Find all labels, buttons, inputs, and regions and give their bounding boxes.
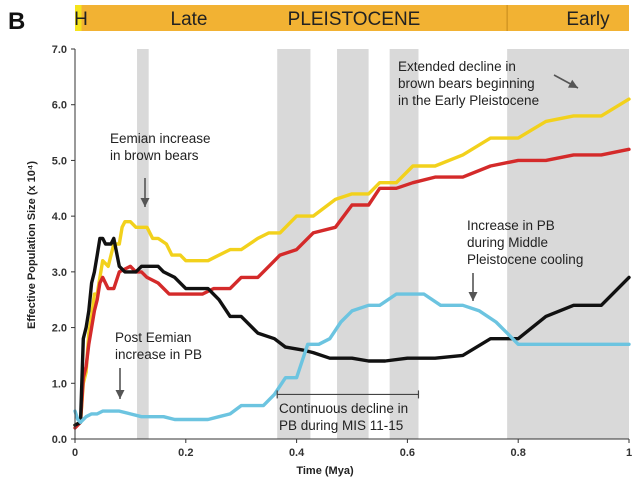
annotation-text: increase in PB [115,347,202,362]
y-tick-label: 4.0 [52,211,67,223]
x-tick-label: 1 [626,447,632,459]
annotation-arrow-head [140,198,150,207]
annotations: Extended decline in brown bears beginning… [110,59,583,433]
annotation-text: Post Eemian [115,330,192,345]
panel-label: B [8,8,25,35]
annotation-text: Continuous decline in [279,401,408,416]
series-line [73,97,631,427]
epoch-segment [507,5,629,31]
shaded-intervals [137,49,629,439]
shaded-interval [507,49,629,439]
annotation-text: brown bears beginning [398,76,535,91]
epoch-label: H [74,9,88,30]
axes: 0.0 1.0 2.0 3.0 4.0 5.0 6.0 7.0 0 0.2 0.4 0.6 0.8 1 [52,44,632,459]
annotation-text: PB during MIS 11-15 [279,418,403,433]
annotation-text: during Middle [467,235,548,250]
epoch-label: Late [171,9,208,30]
shaded-interval [277,49,311,439]
annotation-text: in brown bears [110,148,199,163]
annotation-text: Increase in PB [467,218,555,233]
y-axis-label: Effective Population Size (x 10⁴) [26,161,38,329]
x-tick-label: 0 [72,447,78,459]
y-tick-label: 2.0 [52,323,67,335]
shaded-interval [337,49,369,439]
y-tick-label: 3.0 [52,267,67,279]
annotation-text: Extended decline in [398,59,516,74]
y-tick-label: 7.0 [52,44,67,56]
series-line [73,292,631,424]
annotation-text: Eemian increase [110,131,211,146]
y-tick-label: 5.0 [52,155,67,167]
epoch-overlay-label: PLEISTOCENE [288,9,421,30]
y-tick-label: 0.0 [52,434,67,446]
epoch-segment [75,5,82,31]
shaded-interval [137,49,149,439]
x-tick-label: 0.8 [511,447,526,459]
epoch-bar: H Late Early PLEISTOCENE [74,5,629,31]
epoch-segment [81,5,508,31]
y-tick-label: 6.0 [52,100,67,112]
annotation-text: Pleistocene cooling [467,252,583,267]
x-tick-label: 0.4 [289,447,305,459]
x-tick-label: 0.6 [400,447,415,459]
series-line [73,236,631,427]
series-lines [73,97,631,430]
shaded-interval [389,49,419,439]
series-line [73,147,631,430]
annotation-text: in the Early Pleistocene [398,93,539,108]
annotation-arrow-head [567,79,578,88]
annotation-arrow-head [115,390,125,399]
y-tick-label: 1.0 [52,378,67,390]
x-axis-label: Time (Mya) [296,465,354,477]
epoch-label: Early [566,9,610,30]
annotation-arrow-head [468,292,478,301]
x-tick-label: 0.2 [178,447,193,459]
